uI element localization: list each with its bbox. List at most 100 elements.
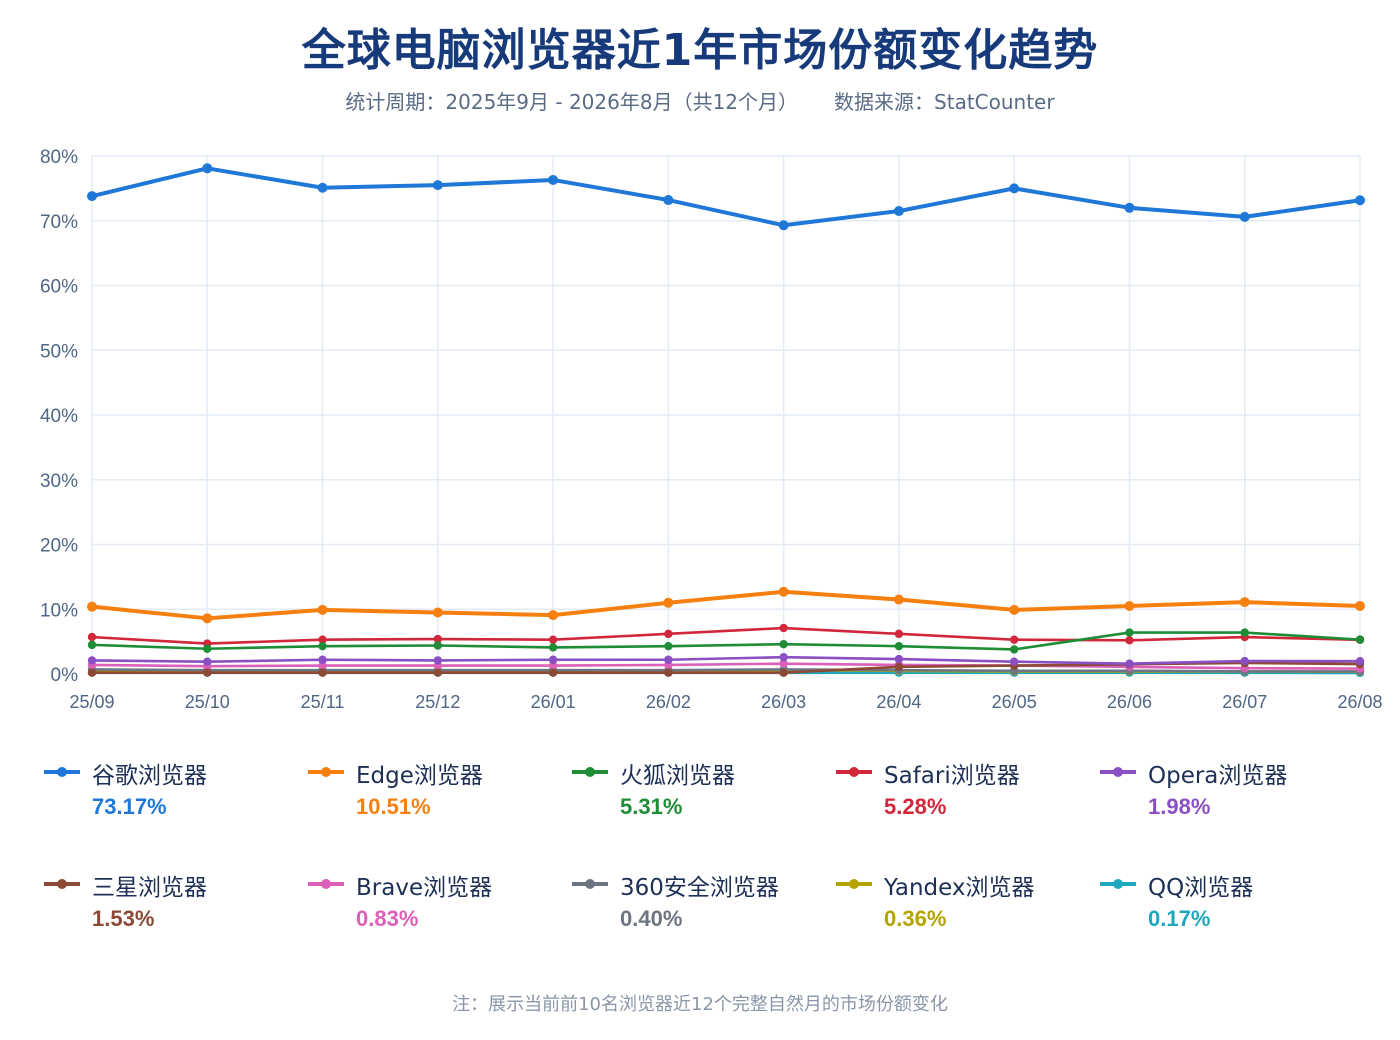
x-tick-label: 26/01: [531, 692, 576, 712]
data-point: [432, 607, 443, 618]
data-point: [893, 594, 904, 605]
data-point: [1124, 601, 1135, 612]
data-point: [433, 668, 443, 677]
legend-item: 三星浏览器 1.53%: [44, 864, 304, 954]
data-point: [778, 586, 789, 597]
data-point: [548, 655, 558, 664]
legend-item: Opera浏览器 1.98%: [1100, 752, 1360, 842]
data-point: [894, 654, 904, 664]
legend-item: Yandex浏览器 0.36%: [836, 864, 1096, 954]
legend-series-share: 1.98%: [1148, 794, 1211, 819]
data-point: [548, 668, 558, 677]
data-point: [1125, 628, 1134, 637]
y-tick-label: 40%: [40, 406, 78, 427]
x-tick-label: 25/09: [69, 692, 114, 712]
series-line: [90, 589, 1362, 621]
legend-swatch: [572, 879, 608, 889]
data-point: [1009, 645, 1019, 654]
data-point: [894, 629, 904, 639]
legend-series-name: Edge浏览器: [356, 763, 483, 789]
legend-series-name: QQ浏览器: [1148, 875, 1254, 901]
series: [87, 628, 1365, 654]
data-point: [1355, 635, 1365, 644]
data-point: [1009, 183, 1020, 194]
grid-lines: [91, 155, 1361, 675]
data-point: [779, 623, 788, 633]
data-point: [433, 656, 443, 665]
data-point: [1009, 657, 1019, 666]
legend-item: QQ浏览器 0.17%: [1100, 864, 1360, 954]
data-point: [548, 661, 558, 670]
data-point: [433, 641, 443, 650]
legend-series-name: Brave浏览器: [356, 875, 493, 901]
x-tick-label: 26/06: [1107, 692, 1152, 712]
data-point: [87, 632, 97, 642]
legend-series-share: 0.36%: [884, 906, 947, 931]
data-point: [317, 182, 328, 193]
legend-series-share: 5.28%: [884, 794, 947, 819]
legend-swatch: [308, 767, 344, 777]
data-point: [664, 668, 673, 677]
data-point: [318, 655, 327, 664]
legend-item: Safari浏览器 5.28%: [836, 752, 1096, 842]
data-point: [779, 668, 788, 677]
legend-swatch: [836, 879, 872, 889]
data-point: [1355, 656, 1365, 666]
x-axis-ticks: 25/09 25/10 25/11 25/12 26/01 26/02 26/03 26/04…: [69, 692, 1382, 712]
data-point: [1240, 628, 1249, 637]
data-point: [87, 656, 97, 665]
legend-series-name: 360安全浏览器: [620, 875, 779, 901]
data-point: [1240, 656, 1249, 666]
data-point: [202, 613, 213, 624]
y-axis-ticks: 0% 10% 20% 30% 40% 50% 60% 70% 80%: [40, 147, 78, 686]
data-point: [1239, 597, 1250, 608]
data-point: [664, 641, 673, 651]
legend-series-name: 谷歌浏览器: [92, 763, 207, 789]
page-title: 全球电脑浏览器近1年市场份额变化趋势: [301, 25, 1099, 76]
legend-swatch-marker: [585, 767, 595, 777]
y-tick-label: 30%: [40, 471, 78, 492]
legend-swatch-marker: [849, 879, 859, 889]
data-point: [548, 610, 559, 621]
data-point: [1125, 659, 1134, 668]
legend-swatch: [1100, 767, 1136, 777]
data-point: [1009, 635, 1019, 644]
footnote: 注：展示当前前10名浏览器近12个完整自然月的市场份额变化: [452, 994, 948, 1015]
x-tick-label: 26/02: [646, 692, 691, 712]
data-source: 数据来源：StatCounter: [834, 90, 1055, 114]
legend-swatch: [44, 767, 80, 777]
data-point: [318, 641, 327, 651]
legend-series-share: 1.53%: [92, 906, 155, 931]
x-tick-label: 26/05: [992, 692, 1037, 712]
data-point: [1125, 636, 1134, 645]
statistics-period: 统计周期：2025年9月 - 2026年8月（共12个月）: [345, 90, 799, 114]
data-point: [87, 191, 97, 202]
data-point: [779, 640, 788, 649]
legend-swatch: [1100, 879, 1136, 889]
legend-series-share: 10.51%: [356, 794, 431, 819]
legend-swatch-marker: [321, 767, 331, 777]
line-chart: 0%10%20%30%40%50%60%70%80% 25/09 25/10 25/…: [40, 147, 1383, 712]
x-tick-label: 25/12: [415, 692, 460, 712]
data-point: [87, 640, 97, 650]
legend-series-share: 0.17%: [1148, 906, 1211, 931]
legend-item: 火狐浏览器 5.31%: [572, 752, 832, 842]
data-point: [779, 652, 788, 662]
data-point: [664, 629, 673, 639]
data-point: [893, 206, 904, 217]
series-line: [90, 631, 1362, 651]
legend-swatch-marker: [321, 879, 331, 889]
data-point: [778, 220, 789, 231]
legend-swatch: [308, 879, 344, 889]
data-point: [1239, 211, 1250, 222]
x-tick-label: 25/11: [301, 692, 345, 712]
x-tick-label: 26/07: [1222, 692, 1267, 712]
legend-series-share: 5.31%: [620, 794, 683, 819]
data-point: [779, 659, 788, 668]
data-point: [203, 668, 212, 677]
y-tick-label: 0%: [51, 665, 79, 686]
data-point: [318, 661, 327, 670]
data-point: [203, 644, 212, 653]
x-tick-label: 26/03: [761, 692, 806, 712]
legend-swatch-marker: [1113, 767, 1123, 777]
